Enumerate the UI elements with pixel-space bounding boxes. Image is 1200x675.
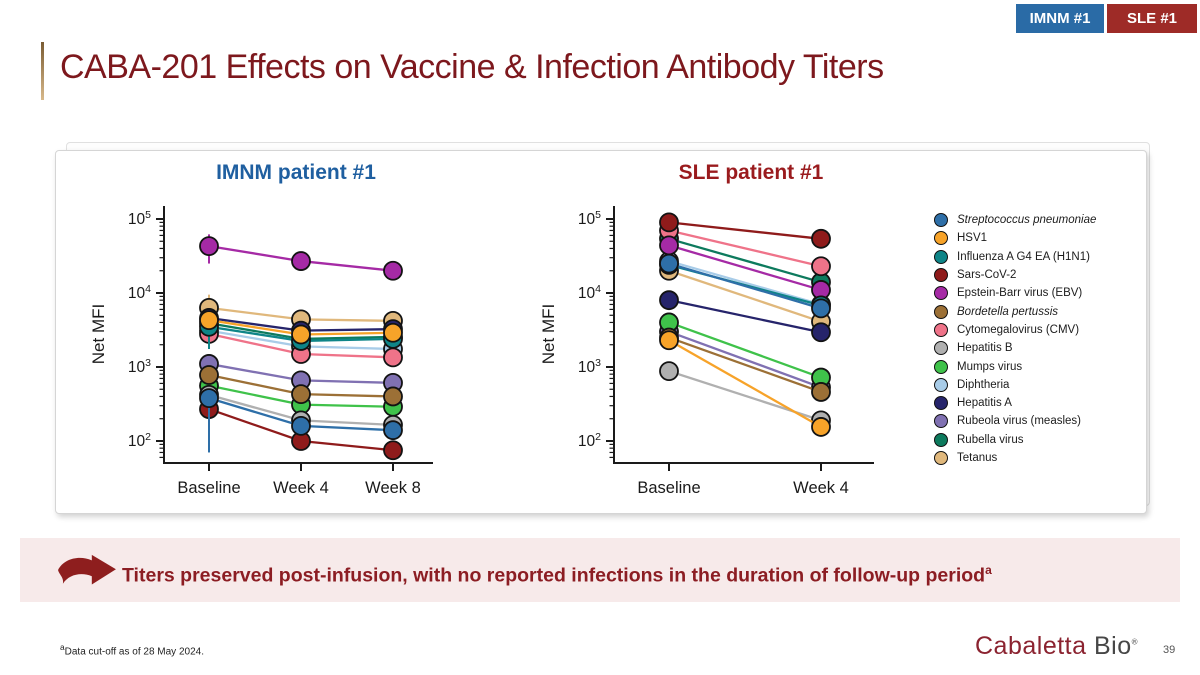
legend-item: Hepatitis A — [934, 394, 1096, 412]
legend-item: Mumps virus — [934, 357, 1096, 375]
legend-swatch — [934, 451, 948, 465]
legend-item: HSV1 — [934, 229, 1096, 247]
svg-text:103: 103 — [578, 357, 601, 376]
title-accent-bar — [41, 42, 44, 100]
legend-swatch — [934, 231, 948, 246]
svg-text:104: 104 — [578, 283, 601, 302]
page-number: 39 — [1163, 644, 1176, 656]
legend-label: Hepatitis A — [957, 397, 1012, 410]
legend-swatch — [934, 432, 948, 447]
legend-label: Streptococcus pneumoniae — [957, 214, 1097, 227]
svg-text:105: 105 — [578, 209, 601, 228]
legend-item: Sars-CoV-2 — [934, 266, 1096, 284]
svg-text:Week 8: Week 8 — [365, 479, 421, 497]
legend-swatch — [934, 249, 948, 264]
legend-item: Bordetella pertussis — [934, 302, 1096, 320]
legend-label: Rubella virus — [957, 433, 1024, 446]
chart-title-sle: SLE patient #1 — [678, 161, 824, 184]
legend-label: HSV1 — [957, 232, 988, 245]
legend-item: Epstein-Barr virus (EBV) — [934, 284, 1096, 302]
legend-item: Streptococcus pneumoniae — [934, 211, 1096, 229]
arrow-icon — [58, 554, 116, 585]
legend-label: Mumps virus — [957, 360, 1023, 373]
logo-brand: Cabaletta — [975, 632, 1087, 660]
footnote: aData cut-off as of 28 May 2024. — [60, 642, 204, 657]
legend-item: Influenza A G4 EA (H1N1) — [934, 248, 1096, 266]
footnote-text: Data cut-off as of 28 May 2024. — [64, 646, 204, 658]
svg-text:104: 104 — [128, 283, 151, 302]
logo-suffix: Bio — [1093, 632, 1132, 660]
footnote-marker: a — [60, 642, 65, 652]
svg-text:102: 102 — [128, 431, 151, 450]
titer-charts: 102 103 104 105 Baseline Week 4 Week 8 102 103 10… — [128, 206, 874, 497]
callout-main: Titers preserved post-infusion, with no … — [122, 564, 986, 587]
tab-sle[interactable]: SLE #1 — [1107, 4, 1197, 33]
legend-item: Rubella virus — [934, 431, 1096, 449]
callout-text: Titers preserved post-infusion, with no … — [122, 538, 992, 602]
legend-item: Hepatitis B — [934, 339, 1096, 357]
legend-swatch — [934, 341, 948, 356]
page-title: CABA-201 Effects on Vaccine & Infection … — [60, 48, 884, 86]
legend-label: Cytomegalovirus (CMV) — [957, 323, 1080, 336]
legend-swatch — [934, 304, 948, 319]
legend-label: Tetanus — [957, 452, 998, 464]
legend-swatch — [934, 359, 948, 374]
svg-text:105: 105 — [128, 209, 151, 228]
callout-banner: Titers preserved post-infusion, with no … — [20, 538, 1180, 602]
tab-imnm[interactable]: IMNM #1 — [1016, 4, 1104, 33]
svg-text:103: 103 — [128, 357, 151, 376]
legend-item: Tetanus — [934, 449, 1096, 467]
svg-text:Baseline: Baseline — [177, 479, 240, 497]
cabaletta-bio-logo: Cabaletta Bio® — [975, 632, 1138, 661]
chart-legend: Streptococcus pneumoniae HSV1 Influenza A … — [934, 211, 1096, 467]
legend-item: Rubeola virus (measles) — [934, 412, 1096, 430]
svg-text:102: 102 — [578, 431, 601, 450]
legend-label: Bordetella pertussis — [957, 305, 1058, 318]
svg-text:Week 4: Week 4 — [273, 479, 329, 497]
legend-label: Diphtheria — [957, 378, 1010, 391]
legend-swatch — [934, 322, 948, 337]
legend-swatch — [934, 414, 948, 429]
legend-label: Epstein-Barr virus (EBV) — [957, 287, 1083, 300]
callout-superscript: a — [985, 563, 992, 577]
legend-item: Cytomegalovirus (CMV) — [934, 321, 1096, 339]
legend-item: Diphtheria — [934, 376, 1096, 394]
chart-card: IMNM patient #1 SLE patient #1 Net MFI N… — [55, 150, 1147, 514]
legend-label: Hepatitis B — [957, 342, 1013, 355]
svg-text:Baseline: Baseline — [637, 479, 700, 497]
legend-label: Sars-CoV-2 — [957, 269, 1017, 282]
legend-label: Rubeola virus (measles) — [957, 415, 1081, 428]
chart-title-imnm: IMNM patient #1 — [216, 161, 376, 184]
legend-swatch — [934, 396, 948, 411]
svg-text:Week 4: Week 4 — [793, 479, 849, 497]
legend-swatch — [934, 286, 948, 301]
registered-mark: ® — [1131, 637, 1139, 647]
legend-swatch — [934, 377, 948, 392]
legend-swatch — [934, 213, 948, 228]
legend-label: Influenza A G4 EA (H1N1) — [957, 250, 1090, 263]
legend-swatch — [934, 268, 948, 283]
